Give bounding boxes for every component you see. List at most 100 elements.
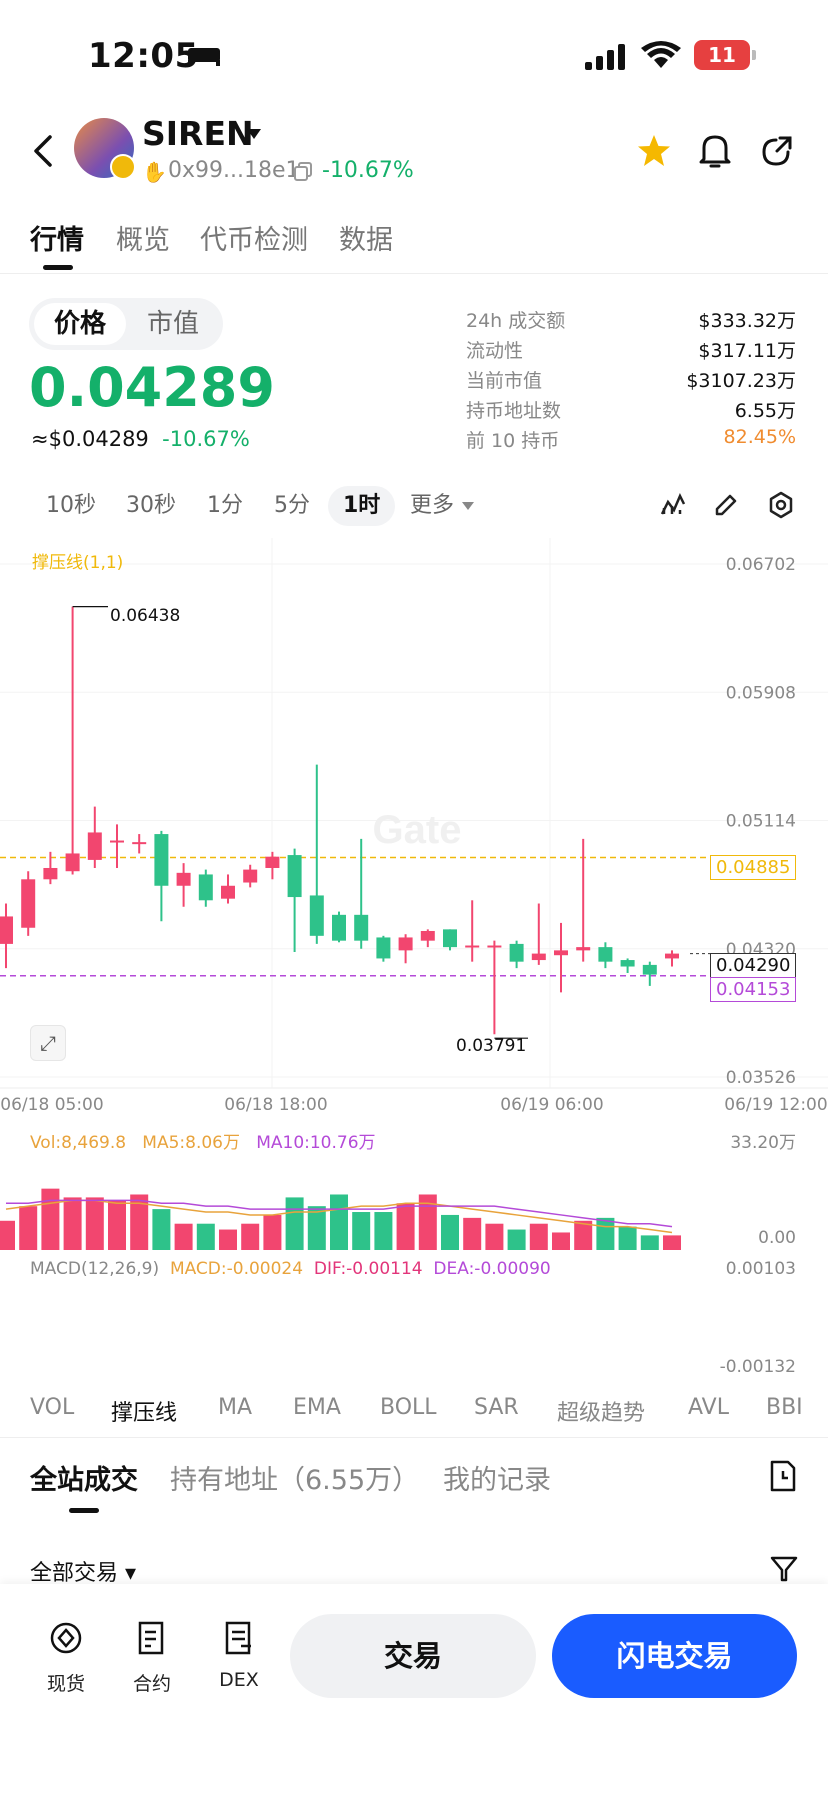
futures-icon [138,1621,164,1655]
chart-grid [0,538,828,1089]
resistance-tag: 0.04885 [710,855,797,880]
tab-token-check[interactable]: 代币检测 [200,225,308,256]
candle-body [420,930,435,941]
interval-1h[interactable]: 1时 [328,486,396,526]
ind-ma[interactable]: MA [218,1395,253,1420]
ind-sr[interactable]: 撑压线 [111,1401,178,1426]
ind-avl[interactable]: AVL [688,1395,729,1420]
volume-min: 0.00 [758,1228,796,1248]
flash-trade-button[interactable]: 闪电交易 [552,1614,797,1698]
volume-bar [529,1223,548,1250]
tab-data[interactable]: 数据 [339,225,393,256]
candle-body [287,855,302,898]
usd-price: ≈$0.04289 -10.67% [31,427,250,451]
back-icon[interactable] [32,134,54,168]
watermark: Gate [373,808,462,852]
ind-boll[interactable]: BOLL [380,1395,437,1420]
interval-more[interactable]: 更多 [410,493,455,518]
x-tick-label: 06/19 06:00 [500,1095,603,1115]
stats-panel: 24h 成交额 $333.32万 流动性 $317.11万 当前市值 $3107.23… [466,306,796,456]
interval-1m[interactable]: 1分 [207,493,243,518]
expand-icon[interactable]: ⤢ [30,1025,66,1061]
volume-bar [285,1197,304,1250]
x-tick-label: 06/19 12:00 [724,1095,827,1115]
status-time: 12:05 [88,36,199,76]
status-bar: 12:05 11 [0,0,828,110]
ind-ema[interactable]: EMA [293,1395,341,1420]
interval-30s[interactable]: 30秒 [126,493,176,518]
volume-bar [441,1214,459,1250]
volume-legend: Vol:8,469.8 MA5:8.06万 MA10:10.76万 [30,1133,376,1153]
candle-body [443,929,457,948]
battery-indicator: 11 [694,40,756,70]
trade-button[interactable]: 交易 [290,1614,536,1698]
nav-dex[interactable]: DEX [209,1620,269,1691]
filter-icon[interactable] [770,1555,798,1583]
trade-filter[interactable]: 全部交易 ▾ [30,1561,137,1586]
x-axis: 06/18 05:00 06/18 18:00 06/19 06:00 06/19 1… [0,1095,827,1115]
low-label: 0.03791 [456,1036,527,1056]
tab-overview[interactable]: 概览 [116,225,170,256]
nav-futures[interactable]: 合约 [122,1620,182,1696]
candle-body [132,842,147,845]
candle-body [265,856,280,868]
y-tick-label: 0.05114 [726,812,796,832]
tab-market[interactable]: 行情 [30,225,84,256]
kline-chart[interactable]: Gate 撑压线(1,1) 0.067020.059080.051140.043… [0,538,828,1258]
copy-icon[interactable] [294,162,312,182]
volume-bar [219,1229,237,1250]
volume-pane [0,1188,681,1250]
toggle-market-cap[interactable]: 市值 [146,309,199,339]
ind-supertrend[interactable]: 超级趋势 [557,1401,646,1426]
chevron-down-icon[interactable] [246,128,262,140]
y-tick-label: 0.03526 [726,1068,796,1088]
more-caret-icon [462,502,474,510]
tab-holders[interactable]: 持有地址（6.55万） [170,1465,420,1496]
volume-bar [108,1200,126,1250]
candle-body [221,885,235,899]
volume-bar [618,1226,637,1250]
support-resistance-label: 撑压线(1,1) [32,553,123,573]
tab-all-trades[interactable]: 全站成交 [30,1465,138,1496]
nav-spot[interactable]: 现货 [36,1620,96,1696]
document-clock-icon[interactable] [770,1460,796,1492]
candle-body [531,953,546,961]
tab-my-records[interactable]: 我的记录 [443,1465,551,1496]
main-tabs: 行情 概览 代币检测 数据 [0,208,828,274]
settings-icon[interactable] [767,491,795,519]
share-icon[interactable] [760,134,794,168]
candle-body [154,834,169,886]
indicator-tabs: VOL 撑压线 MA EMA BOLL SAR 超级趋势 AVL BBI [0,1395,828,1439]
candle-body [376,937,391,959]
indicator-icon[interactable] [660,492,686,518]
star-icon[interactable] [636,133,672,169]
volume-bar [330,1194,348,1250]
volume-bar [640,1235,659,1250]
volume-bar [19,1206,38,1250]
candle-body [309,895,324,936]
price-toggle: 价格 市值 [29,298,223,350]
token-name[interactable]: SIREN [142,114,254,153]
stat-holders: 持币地址数 6.55万 [466,400,796,422]
candle-body [110,840,124,843]
chain-badge-icon [110,154,136,180]
candle-body [43,867,58,880]
volume-bar [574,1220,593,1250]
volume-bar [63,1197,82,1250]
toggle-price[interactable]: 价格 [34,303,126,345]
volume-bar [241,1223,260,1250]
x-tick-label: 06/18 05:00 [0,1095,103,1115]
candle-body [176,872,191,886]
ind-bbi[interactable]: BBI [766,1395,803,1420]
ind-vol[interactable]: VOL [30,1395,75,1420]
candle-body [509,943,524,962]
ind-sar[interactable]: SAR [474,1395,519,1420]
draw-icon[interactable] [713,492,739,518]
interval-10s[interactable]: 10秒 [46,493,96,518]
high-label: 0.06438 [110,606,181,626]
candle-body [554,950,568,956]
interval-5m[interactable]: 5分 [274,493,310,518]
volume-bar [463,1217,482,1250]
bell-icon[interactable] [698,132,732,170]
